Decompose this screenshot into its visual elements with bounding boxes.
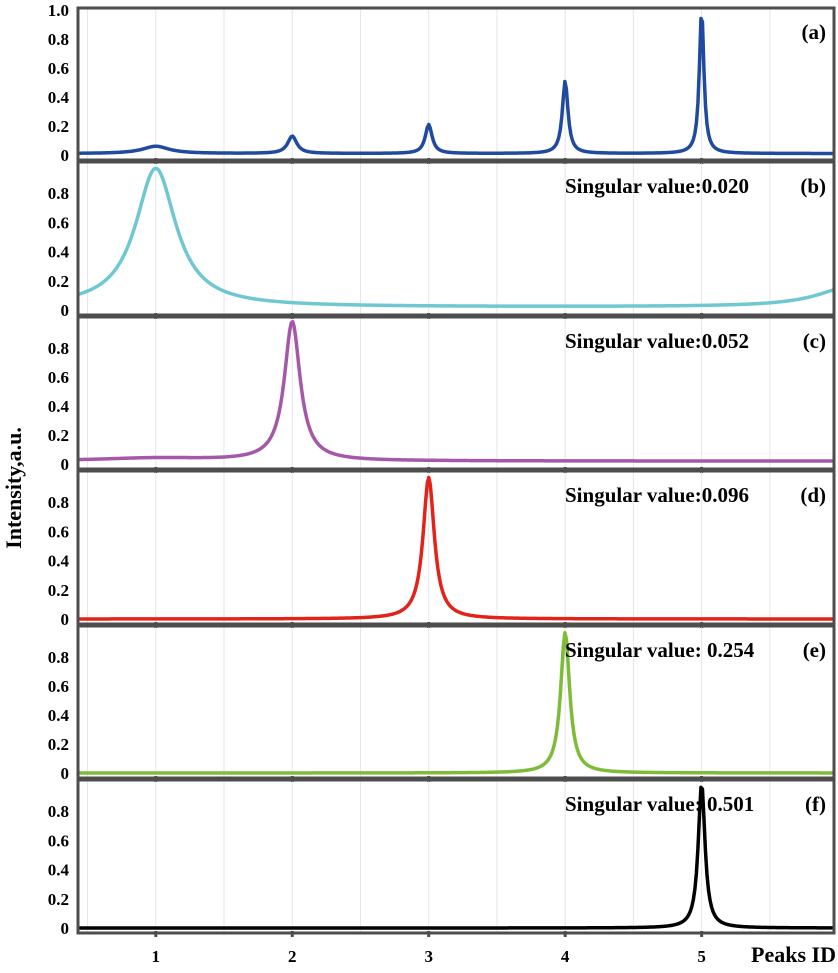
series-line [77,166,835,308]
x-tick-label: 3 [424,947,433,966]
x-tick-label: 1 [152,947,161,966]
x-tick-labels: 1 2 3 4 5 [152,947,706,966]
panel-frame [76,469,836,626]
y-tick-label: 0.6 [48,59,69,78]
y-tick-label: 0.8 [48,339,69,358]
panel-label: (f) [805,792,826,816]
y-tick-label: 0.8 [48,493,69,512]
panel-b: 0 0.2 0.4 0.6 0.8 Singular value:0.020 (b) [48,160,836,320]
y-tick-label: 0.8 [48,184,69,203]
x-tick-label: 5 [697,947,706,966]
x-tick-label: 2 [288,947,297,966]
x-tick-label: 4 [561,947,570,966]
panels-group: 0 0.2 0.4 0.6 0.8 1.0 (a) 0 0.2 0.4 0.6 0.8 Singular… [48,1,836,938]
y-tick-label: 0.6 [48,213,69,232]
panel-e: 0 0.2 0.4 0.6 0.8 Singular value: 0.254 (e) [48,624,836,783]
y-tick-label: 0.8 [48,648,69,667]
singular-value-annotation: Singular value:0.020 [565,174,749,198]
series-line [77,319,835,463]
y-tick-label: 0.4 [48,552,70,571]
panel-frame [76,160,836,317]
y-tick-label: 0.2 [48,272,69,291]
y-tick-label: 0.8 [48,30,69,49]
y-tick-label: 0.2 [48,735,69,754]
y-tick-label: 0 [61,919,70,938]
y-tick-label: 0 [61,455,70,474]
y-tick-label: 0.6 [48,522,69,541]
series-line [77,16,835,156]
y-tick-label: 0.8 [48,802,69,821]
y-tick-label: 0.6 [48,677,69,696]
y-tick-label: 0.2 [48,426,69,445]
singular-value-annotation: Singular value: 0.254 [565,638,755,662]
series-line [77,475,835,621]
y-tick-label: 0.6 [48,368,69,387]
panel-frame [76,6,836,162]
y-axis-label: Intensity,a.u. [1,427,26,549]
panel-d: 0 0.2 0.4 0.6 0.8 Singular value:0.096 (d) [48,469,836,629]
panel-label: (c) [803,329,826,353]
y-tick-label: 0.2 [48,581,69,600]
y-tick-label: 0 [61,610,70,629]
panel-label: (e) [803,638,826,662]
y-tick-label: 0.6 [48,831,69,850]
y-tick-label: 0.4 [48,243,70,262]
panel-frame [76,315,836,471]
y-tick-label: 0.4 [48,88,70,107]
panel-c: 0 0.2 0.4 0.6 0.8 Singular value:0.052 (c) [48,315,836,474]
y-tick-label: 0 [61,146,70,165]
y-tick-label: 0.4 [48,397,70,416]
y-tick-label: 0.4 [48,861,70,880]
series-line [77,631,835,775]
x-axis-label: Peaks ID [751,942,836,967]
y-tick-label: 0.2 [48,890,69,909]
panel-label: (d) [800,483,826,507]
panel-label: (b) [800,174,826,198]
y-tick-label: 0.4 [48,706,70,725]
y-tick-label: 0.2 [48,117,69,136]
panel-label: (a) [802,20,827,44]
y-tick-label: 0 [61,764,70,783]
singular-value-annotation: Singular value:0.052 [565,329,749,353]
panel-a: 0 0.2 0.4 0.6 0.8 1.0 (a) [48,1,836,165]
y-tick-label: 0 [61,301,70,320]
panel-f: 0 0.2 0.4 0.6 0.8 Singular value: 0.501 (f) [48,778,836,938]
y-tick-label: 1.0 [48,1,69,20]
singular-value-annotation: Singular value:0.096 [565,483,749,507]
panel-frame [76,624,836,780]
panel-frame [76,778,836,935]
singular-value-annotation: Singular value: 0.501 [565,792,754,816]
series-line [77,785,835,930]
